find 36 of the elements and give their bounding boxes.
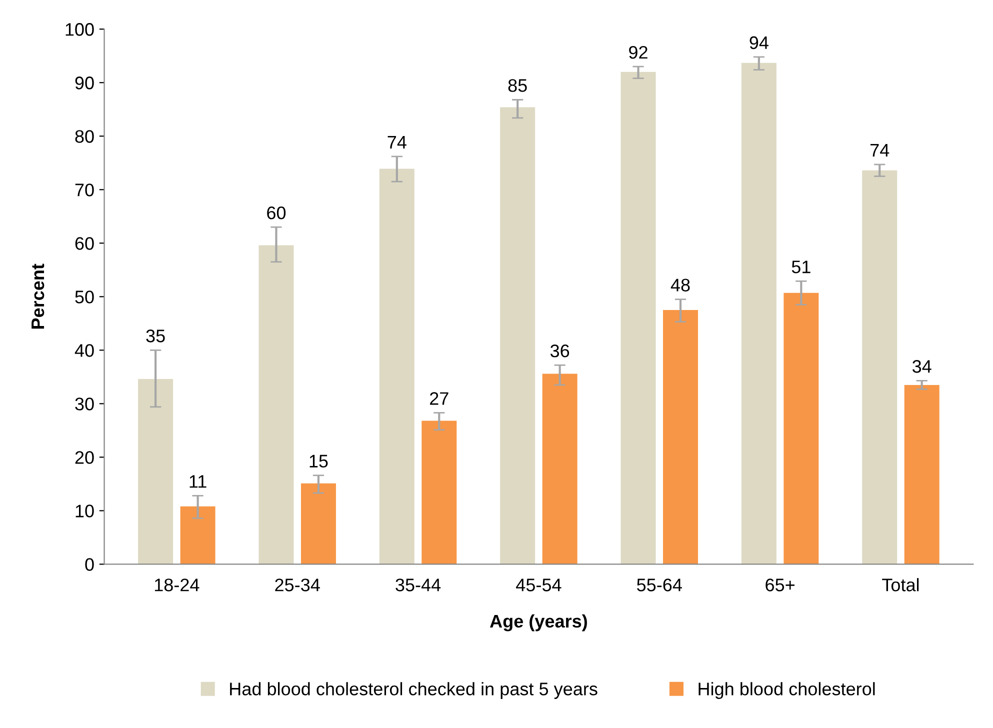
x-axis-title: Age (years) <box>490 614 587 632</box>
data-label: 11 <box>190 475 206 488</box>
x-tick-label: 45-54 <box>516 578 562 592</box>
y-tick-label: 90 <box>75 76 94 90</box>
y-tick-label: 60 <box>75 237 94 250</box>
y-tick-label: 0 <box>85 558 94 571</box>
x-tick-label: 35-44 <box>396 578 441 592</box>
y-tick-label: 80 <box>75 130 94 143</box>
y-tick-label: 70 <box>75 184 94 196</box>
legend-label: High blood cholesterol <box>698 682 875 699</box>
data-label: 94 <box>750 36 768 50</box>
data-label: 85 <box>508 79 527 92</box>
x-tick-label: 18-24 <box>154 578 200 592</box>
data-label: 27 <box>430 392 448 405</box>
data-label: 74 <box>870 144 890 156</box>
data-label: 35 <box>146 330 165 342</box>
data-label: 74 <box>388 136 406 148</box>
y-tick-label: 100 <box>66 23 94 36</box>
y-tick-label: 50 <box>75 290 94 304</box>
data-label: 36 <box>550 344 570 358</box>
x-tick-label: 25-34 <box>275 578 320 592</box>
data-label: 60 <box>267 206 286 220</box>
data-label: 15 <box>310 454 328 468</box>
x-tick-label: 65+ <box>766 578 794 592</box>
y-tick-label: 20 <box>75 451 94 464</box>
y-tick-label: 10 <box>76 504 94 518</box>
data-label: 92 <box>629 46 648 59</box>
data-label: 48 <box>670 278 690 292</box>
data-label: 34 <box>912 360 932 373</box>
legend-label: Had blood cholesterol checked in past 5 years <box>230 682 598 699</box>
y-axis-title: Percent <box>32 264 44 329</box>
data-label: 51 <box>792 260 810 274</box>
x-tick-label: 55-64 <box>637 578 682 592</box>
y-tick-label: 30 <box>75 398 94 410</box>
x-tick-label: Total <box>882 578 919 592</box>
y-tick-label: 40 <box>74 344 94 357</box>
